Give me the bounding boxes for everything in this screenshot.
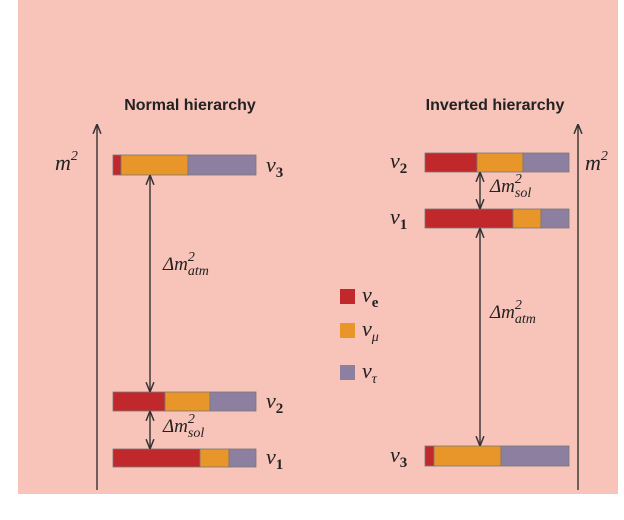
title: Inverted hierarchy (426, 97, 565, 114)
gap-label: Δm2 sol (489, 172, 531, 201)
level-bar (112, 391, 257, 412)
level-bar (112, 154, 257, 176)
level-label: ν3 (266, 152, 283, 181)
title: Normal hierarchy (124, 97, 256, 114)
level-label: ν1 (266, 444, 283, 473)
level-bar (112, 448, 257, 468)
legend-label: νμ (362, 316, 379, 345)
level-label: ν3 (390, 442, 407, 471)
legend-swatch (340, 365, 355, 380)
gap-label: Δm2 sol (162, 412, 204, 441)
legend-swatch (340, 323, 355, 338)
gap-label: Δm2 atm (489, 298, 536, 327)
axis-label: m2 (55, 149, 78, 175)
level-bar (424, 208, 570, 229)
level-bar (424, 445, 570, 467)
legend-label: ντ (362, 358, 378, 387)
level-label: ν2 (266, 388, 283, 417)
legend-label: νe (362, 282, 379, 311)
axis-label: m2 (585, 149, 608, 175)
level-label: ν1 (390, 204, 407, 233)
level-label: ν2 (390, 148, 407, 177)
panel (18, 0, 618, 494)
legend-swatch (340, 289, 355, 304)
level-bar (424, 152, 570, 173)
gap-label: Δm2 atm (162, 250, 209, 279)
